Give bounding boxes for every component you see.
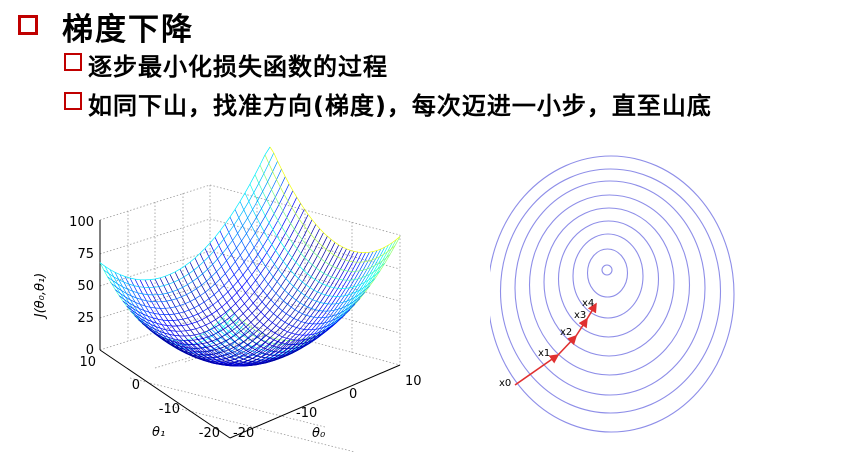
x-tick-n10: -10 xyxy=(296,406,317,421)
surface-mesh-line xyxy=(160,239,332,361)
surface-mesh-line xyxy=(122,190,294,321)
z-tick-25: 25 xyxy=(77,311,94,326)
surface-mesh-line xyxy=(244,192,376,297)
slide-title: 梯度下降 xyxy=(62,12,194,48)
descent-path xyxy=(514,302,597,386)
surface-mesh-line xyxy=(239,201,371,305)
step-arrow-1 xyxy=(514,354,560,386)
y-axis-label: θ₁ xyxy=(152,425,165,440)
surface-mesh-line xyxy=(209,242,341,341)
contour-ring xyxy=(514,180,706,396)
surface-mesh-line xyxy=(214,237,346,336)
surface-mesh-line xyxy=(219,230,351,331)
y-tick-n10: -10 xyxy=(159,402,180,417)
surface-mesh-line xyxy=(130,203,301,332)
contour-ring xyxy=(499,168,722,414)
x-axis-label: θ₀ xyxy=(312,426,326,441)
step-label-x0: x0 xyxy=(499,378,511,389)
z-tick-100: 100 xyxy=(69,215,94,230)
surface-x-ticks: -20 -10 0 10 xyxy=(233,374,422,441)
surface-mesh-line xyxy=(254,174,386,281)
surface-mesh-line xyxy=(149,228,321,353)
bullet-text-1: 逐步最小化损失函数的过程 xyxy=(88,53,388,81)
surface-mesh xyxy=(99,146,401,367)
surface-mesh-line xyxy=(137,214,309,341)
surface-mesh-line xyxy=(234,209,366,312)
surface-mesh-line xyxy=(194,257,326,353)
step-label-x1: x1 xyxy=(538,348,550,359)
y-tick-10: 10 xyxy=(79,355,96,370)
surface-mesh-line xyxy=(115,176,286,309)
surface-mesh-line xyxy=(111,168,282,303)
contour-ring xyxy=(557,220,660,338)
x-tick-n20: -20 xyxy=(233,426,254,441)
contour-ring xyxy=(572,233,644,319)
step-label-x2: x2 xyxy=(560,327,572,338)
surface-mesh-line xyxy=(118,183,290,315)
surface-mesh-line xyxy=(157,236,328,358)
y-tick-n20: -20 xyxy=(199,426,220,441)
surface-mesh-line xyxy=(134,208,305,337)
contour-plot: x0 x1 x2 x3 x4 xyxy=(490,155,735,433)
surface-mesh-line xyxy=(126,197,298,327)
contour-ring xyxy=(586,248,629,298)
step-arrow-3 xyxy=(575,317,588,337)
surface-axes xyxy=(99,220,401,439)
bullet-square-1 xyxy=(64,53,82,71)
z-tick-50: 50 xyxy=(77,279,94,294)
z-tick-75: 75 xyxy=(77,247,94,262)
contour-ring xyxy=(490,155,735,433)
surface-mesh-line xyxy=(145,224,317,349)
surface-mesh-line xyxy=(189,261,321,356)
surface-mesh-line xyxy=(224,223,356,325)
x-tick-0: 0 xyxy=(349,387,357,402)
surface-mesh-line xyxy=(141,219,313,345)
surface-mesh-line xyxy=(229,216,361,319)
contour-ring xyxy=(543,207,675,357)
surface-mesh-line xyxy=(218,244,389,353)
y-tick-0: 0 xyxy=(132,378,140,393)
surface-z-ticks: 0 25 50 75 100 xyxy=(69,215,94,358)
surface-y-ticks: -20 -10 0 10 xyxy=(79,355,220,441)
step-arrow-2 xyxy=(557,334,578,356)
surface-plot: 0 25 50 75 100 J(θ₀,θ₁) -20 -10 0 10 θ₁ … xyxy=(33,146,422,453)
step-label-x3: x3 xyxy=(574,310,586,321)
surface-mesh-line xyxy=(107,161,278,296)
surface-mesh-line xyxy=(259,164,391,272)
title-bullet-square xyxy=(18,15,38,35)
contour-lines xyxy=(490,155,735,433)
surface-mesh-line xyxy=(99,146,271,281)
surface-mesh-line xyxy=(199,253,331,350)
contour-ring xyxy=(528,194,691,376)
surface-mesh-line xyxy=(249,183,381,289)
step-label-x4: x4 xyxy=(582,298,594,309)
z-axis-label: J(θ₀,θ₁) xyxy=(33,273,48,320)
bullet-text-2: 如同下山，找准方向(梯度)，每次迈进一小步，直至山底 xyxy=(88,92,712,120)
z-tick-0: 0 xyxy=(86,343,94,358)
surface-mesh-line xyxy=(204,248,336,345)
step-arrow-4 xyxy=(586,302,597,320)
surface-mesh-line xyxy=(269,146,401,253)
contour-ring xyxy=(601,264,613,276)
bullet-square-2 xyxy=(64,92,82,110)
surface-mesh-line xyxy=(153,232,324,356)
surface-mesh-line xyxy=(264,154,396,263)
surface-mesh-line xyxy=(103,152,275,288)
x-tick-10: 10 xyxy=(405,374,422,389)
